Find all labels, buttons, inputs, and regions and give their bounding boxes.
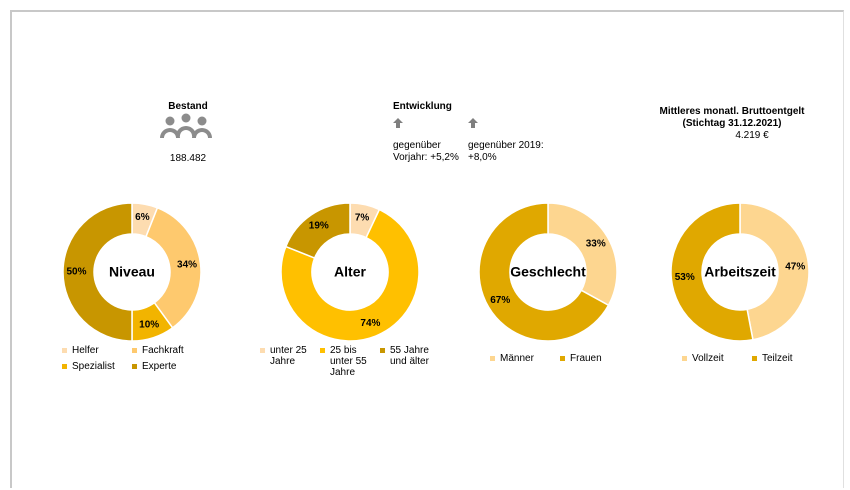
legend: Helfer Fachkraft Spezialist Experte <box>62 345 202 377</box>
legend-label: 25 bis unter 55 Jahre <box>330 345 367 378</box>
legend-swatch <box>560 356 565 361</box>
legend-item: unter 25 Jahre <box>260 345 320 378</box>
legend-item: 55 Jahre und älter <box>380 345 440 378</box>
stat-value: 4.219 € <box>735 130 769 141</box>
data-label: 50% <box>66 267 86 278</box>
data-label: 67% <box>490 295 510 306</box>
chart-title: Niveau <box>109 264 155 280</box>
data-label: 19% <box>309 221 329 232</box>
legend-label: Frauen <box>570 353 602 364</box>
donut-slice <box>547 202 618 307</box>
chart-title: Alter <box>334 264 366 280</box>
legend-swatch <box>320 348 325 353</box>
chart-title: Arbeitszeit <box>704 264 776 280</box>
data-label: 33% <box>586 238 606 249</box>
legend-label: Teilzeit <box>762 353 793 364</box>
legend-label: 55 Jahre und älter <box>390 345 429 367</box>
legend-label: Fachkraft <box>142 345 184 356</box>
donut-slice <box>670 202 754 342</box>
legend-item: Helfer <box>62 345 132 356</box>
data-label: 10% <box>139 319 159 330</box>
legend-swatch <box>682 356 687 361</box>
legend-swatch <box>132 348 137 353</box>
legend-label: Vollzeit <box>692 353 724 364</box>
people-icon <box>160 113 212 138</box>
donut-slice <box>478 202 610 342</box>
data-label: 74% <box>360 318 380 329</box>
stat-title: Mittleres monatl. Bruttoentgelt (Stichta… <box>659 106 805 129</box>
legend-item: Experte <box>132 361 202 372</box>
stat-title: Bestand <box>168 101 208 112</box>
legend-swatch <box>752 356 757 361</box>
donut-slice <box>145 206 202 329</box>
legend-item: Teilzeit <box>752 353 822 364</box>
data-label: 6% <box>135 212 150 223</box>
data-label: 7% <box>355 212 370 223</box>
frame <box>10 10 844 488</box>
data-label: 47% <box>785 261 805 272</box>
legend-swatch <box>62 348 67 353</box>
legend-label: Experte <box>142 361 177 372</box>
stat-item: gegenüber 2019: +8,0% <box>468 140 544 163</box>
legend-label: Spezialist <box>72 361 115 372</box>
stat-item: gegenüber Vorjahr: +5,2% <box>393 140 459 163</box>
stat-value: 188.482 <box>169 153 207 164</box>
legend: unter 25 Jahre 25 bis unter 55 Jahre 55 Ja… <box>260 345 440 383</box>
donut-slice <box>280 208 420 342</box>
legend-swatch <box>62 364 67 369</box>
data-label: 53% <box>675 272 695 283</box>
legend-item: Spezialist <box>62 361 132 372</box>
legend-item: Frauen <box>560 353 630 364</box>
data-label: 34% <box>177 260 197 271</box>
legend-label: Helfer <box>72 345 99 356</box>
legend-item: Männer <box>490 353 560 364</box>
legend-item: 25 bis unter 55 Jahre <box>320 345 380 378</box>
stat-title: Entwicklung <box>393 101 452 112</box>
legend: Männer Frauen <box>490 353 630 369</box>
arrow-up <box>393 118 403 128</box>
legend-swatch <box>380 348 385 353</box>
legend-swatch <box>260 348 265 353</box>
chart-title: Geschlecht <box>510 264 586 280</box>
donut-slice <box>62 202 133 342</box>
arrow-up <box>468 118 478 128</box>
legend-item: Fachkraft <box>132 345 202 356</box>
legend-swatch <box>132 364 137 369</box>
legend-swatch <box>490 356 495 361</box>
legend-label: unter 25 Jahre <box>270 345 307 367</box>
legend-label: Männer <box>500 353 534 364</box>
donut-slice <box>739 202 810 341</box>
legend-item: Vollzeit <box>682 353 752 364</box>
donut-slice <box>284 202 351 259</box>
legend: Vollzeit Teilzeit <box>682 353 822 369</box>
